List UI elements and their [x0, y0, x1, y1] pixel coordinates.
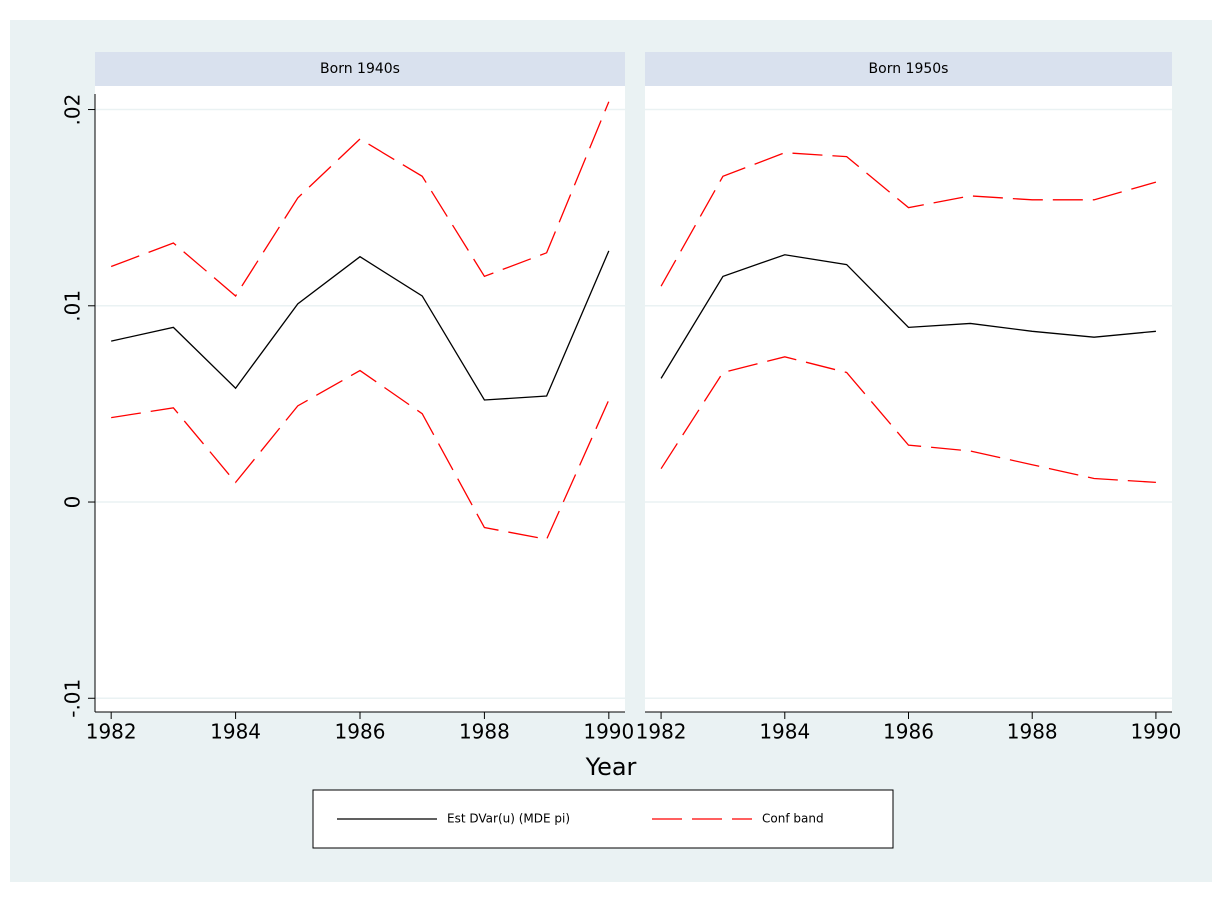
x-tick-label: 1986: [883, 720, 934, 744]
y-tick-label: .02: [61, 94, 85, 126]
panel-title: Born 1940s: [320, 61, 400, 77]
line: [111, 369, 610, 541]
x-tick-label: 1986: [335, 720, 386, 744]
x-tick-label: 1988: [459, 720, 510, 744]
x-tick-label: 1988: [1007, 720, 1058, 744]
y-tick-label: .01: [61, 290, 85, 322]
x-tick-label: 1984: [759, 720, 810, 744]
x-tick-label: 1990: [583, 720, 634, 744]
legend-label: Conf band: [762, 812, 824, 826]
x-tick-label: 1984: [210, 720, 261, 744]
line: [110, 101, 610, 297]
x-axis-title: Year: [585, 753, 637, 781]
panel: [95, 86, 625, 712]
legend-label: Est DVar(u) (MDE pi): [447, 812, 570, 826]
x-tick-label: 1982: [86, 720, 137, 744]
x-tick-label: 1990: [1130, 720, 1181, 744]
panel: [645, 86, 1172, 712]
line: [111, 250, 610, 401]
line: [660, 254, 1156, 379]
panel-title: Born 1950s: [869, 61, 949, 77]
panel-header: [95, 52, 625, 86]
line: [660, 152, 1157, 287]
y-tick-label: -.01: [61, 679, 85, 718]
line: [660, 356, 1156, 484]
y-tick-label: 0: [61, 496, 85, 509]
x-tick-label: 1982: [636, 720, 687, 744]
panel-header: [645, 52, 1172, 86]
